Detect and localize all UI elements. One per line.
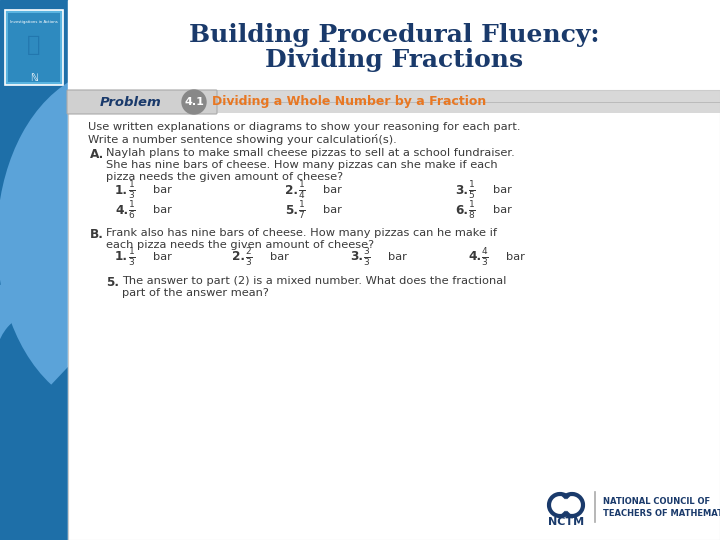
Text: bar: bar [493,205,512,215]
Text: $\frac{2}{3}$: $\frac{2}{3}$ [245,246,253,268]
Text: bar: bar [323,205,342,215]
Text: bar: bar [153,185,172,195]
Text: 4.: 4. [115,204,128,217]
Text: bar: bar [506,252,525,262]
Text: 1.: 1. [115,184,128,197]
Text: bar: bar [153,205,172,215]
Text: bar: bar [270,252,289,262]
Text: $\frac{1}{3}$: $\frac{1}{3}$ [128,246,135,268]
Text: 1.: 1. [115,251,128,264]
Text: part of the answer mean?: part of the answer mean? [122,288,269,298]
Text: NCTM: NCTM [548,517,584,527]
Text: $\frac{1}{8}$: $\frac{1}{8}$ [468,199,476,221]
Text: Frank also has nine bars of cheese. How many pizzas can he make if: Frank also has nine bars of cheese. How … [106,228,497,238]
Text: TEACHERS OF MATHEMATICS: TEACHERS OF MATHEMATICS [603,510,720,518]
Text: $\frac{1}{5}$: $\frac{1}{5}$ [468,179,476,201]
Text: 3.: 3. [350,251,363,264]
Bar [8,13,60,82]
Text: 3.: 3. [455,184,468,197]
Text: 4.1: 4.1 [184,97,204,107]
Text: $\frac{1}{7}$: $\frac{1}{7}$ [298,199,306,221]
Text: Investigations in Actions: Investigations in Actions [10,20,58,24]
Text: bar: bar [493,185,512,195]
Text: Building Procedural Fluency:: Building Procedural Fluency: [189,23,599,47]
Bar [0,0,68,540]
Text: Use written explanations or diagrams to show your reasoning for each part.: Use written explanations or diagrams to … [88,122,521,132]
Text: bar: bar [388,252,407,262]
Bar [68,113,720,540]
Text: $\frac{4}{3}$: $\frac{4}{3}$ [481,246,489,268]
Text: NATIONAL COUNCIL OF: NATIONAL COUNCIL OF [603,497,710,507]
Text: 5.: 5. [106,276,119,289]
Text: Problem: Problem [100,96,162,109]
Text: 2.: 2. [285,184,298,197]
Text: A.: A. [90,148,104,161]
Text: pizza needs the given amount of cheese?: pizza needs the given amount of cheese? [106,172,343,182]
Text: $\frac{1}{3}$: $\frac{1}{3}$ [128,179,135,201]
Text: $\frac{3}{3}$: $\frac{3}{3}$ [363,246,371,268]
Text: 4.: 4. [468,251,481,264]
Text: 🦅: 🦅 [27,35,41,55]
Text: She has nine bars of cheese. How many pizzas can she make if each: She has nine bars of cheese. How many pi… [106,160,498,170]
Bar [68,91,720,113]
Text: 6.: 6. [455,204,468,217]
Text: each pizza needs the given amount of cheese?: each pizza needs the given amount of che… [106,240,374,250]
Text: Dividing a Whole Number by a Fraction: Dividing a Whole Number by a Fraction [212,96,486,109]
Text: The answer to part (2) is a mixed number. What does the fractional: The answer to part (2) is a mixed number… [122,276,506,286]
Text: 5.: 5. [285,204,298,217]
FancyBboxPatch shape [67,90,217,114]
Bar [5,10,63,85]
Text: $\frac{1}{6}$: $\frac{1}{6}$ [128,199,135,221]
Text: ℕ: ℕ [30,73,38,83]
Text: bar: bar [153,252,172,262]
Text: 2.: 2. [232,251,245,264]
Text: Naylah plans to make small cheese pizzas to sell at a school fundraiser.: Naylah plans to make small cheese pizzas… [106,148,515,158]
Bar [68,90,720,540]
Text: $\frac{1}{4}$: $\frac{1}{4}$ [298,179,306,201]
Bar [68,0,720,110]
Circle shape [182,90,206,114]
Text: B.: B. [90,228,104,241]
Text: bar: bar [323,185,342,195]
Text: Dividing Fractions: Dividing Fractions [265,48,523,72]
Text: Write a number sentence showing your calculatioń(s).: Write a number sentence showing your cal… [88,134,397,145]
